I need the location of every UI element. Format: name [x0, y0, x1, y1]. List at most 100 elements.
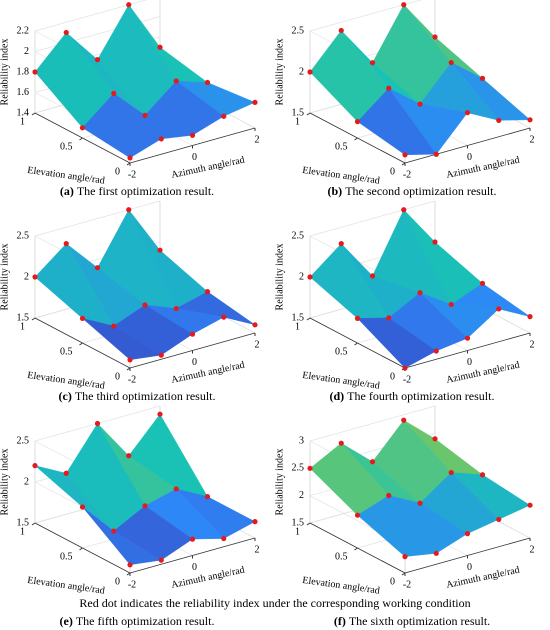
x-axis-label: Azimuth angle/rad [445, 565, 520, 591]
data-dot [307, 465, 313, 471]
y-tick [79, 342, 83, 346]
z-tick-label: 1.5 [292, 107, 305, 118]
z-tick-label: 1.5 [17, 312, 30, 323]
axis-line [309, 112, 406, 164]
data-dot [527, 314, 533, 320]
data-dot [204, 79, 211, 86]
y-tick-label: 1 [20, 116, 25, 127]
data-dot [417, 101, 423, 107]
y-tick-label: 1 [295, 526, 300, 537]
x-tick-label: 2 [530, 134, 535, 145]
x-tick-label: -2 [128, 374, 136, 385]
y-tick-label: 1 [295, 321, 300, 332]
caption-label: (c) [59, 389, 72, 403]
z-axis-label: Reliability index [274, 244, 285, 311]
z-tick-label: 2 [24, 271, 29, 282]
y-tick-label: 1 [295, 116, 300, 127]
x-tick-label: -2 [403, 169, 411, 180]
data-dot [32, 274, 38, 280]
data-dot [173, 486, 179, 492]
data-dot [126, 453, 132, 459]
y-tick-label: 0 [390, 166, 395, 177]
data-dot [354, 119, 361, 125]
axis-line [34, 522, 131, 574]
data-dot [204, 289, 211, 295]
data-dot [432, 239, 438, 245]
axis-line [129, 537, 256, 574]
data-dot [158, 136, 164, 142]
data-dot [401, 207, 407, 213]
data-dot [127, 155, 133, 161]
data-dot [79, 315, 86, 321]
data-dot [464, 335, 471, 341]
data-dot [527, 502, 533, 508]
data-dot [479, 472, 486, 478]
data-dot [448, 59, 454, 66]
caption-label: (a) [60, 184, 74, 198]
x-tick-label: 0 [467, 562, 472, 573]
z-tick-label: 1.4 [17, 107, 30, 118]
caption: (b) The second optimization result. [328, 184, 497, 198]
data-dot [402, 152, 408, 158]
data-dot [189, 331, 196, 337]
x-tick-label: 2 [255, 544, 260, 555]
x-tick-label: 2 [255, 339, 260, 350]
data-dot [496, 516, 502, 523]
y-tick-label: 0 [115, 576, 120, 587]
data-dot [142, 302, 148, 308]
data-dot [464, 531, 471, 537]
y-tick [306, 112, 311, 116]
y-tick [126, 572, 131, 576]
data-dot [94, 57, 101, 63]
data-dot [63, 470, 69, 476]
y-tick-label: 0 [115, 371, 120, 382]
panel: 1.5 2 2.5 -2 0 2 0 0.5 1 Reliability index Azimuth… [274, 200, 535, 392]
axis-line [129, 332, 256, 369]
data-dot [158, 557, 164, 563]
y-tick-label: 0 [390, 371, 395, 382]
footnote: Red dot indicates the reliability index … [79, 596, 470, 610]
y-tick [79, 137, 83, 141]
z-tick-label: 2.5 [292, 25, 305, 36]
x-tick-label: 0 [467, 152, 472, 163]
axis-line [404, 332, 531, 369]
data-dot [527, 117, 533, 123]
z-axis-label: Reliability index [274, 39, 285, 106]
data-dot [432, 436, 438, 442]
x-axis-label: Azimuth angle/rad [170, 360, 245, 386]
panel: 1.4 1.6 1.8 2 2.2 -2 0 2 0 0.5 1 Reliability index A… [0, 0, 260, 187]
z-tick-label: 2.5 [17, 435, 30, 446]
y-tick [306, 317, 311, 321]
axis-line [404, 537, 531, 574]
axis-line [34, 112, 131, 164]
data-dot [221, 314, 227, 320]
data-dot [338, 440, 344, 446]
data-dot [94, 265, 101, 271]
y-tick-label: 0.5 [60, 346, 73, 357]
y-tick [31, 522, 36, 526]
data-dot [252, 99, 258, 105]
z-tick-label: 2 [299, 66, 304, 77]
data-dot [402, 365, 408, 371]
data-dot [173, 305, 179, 312]
data-dot [402, 554, 408, 560]
z-tick-label: 1.5 [292, 312, 305, 323]
caption-text: The fourth optimization result. [347, 389, 494, 403]
data-dot [354, 315, 361, 321]
data-dot [433, 151, 439, 157]
y-tick-label: 0.5 [335, 346, 348, 357]
z-tick-label: 2.5 [17, 230, 30, 241]
z-tick-label: 2 [24, 476, 29, 487]
data-dot [127, 562, 133, 568]
z-tick-label: 2 [299, 271, 304, 282]
data-dot [401, 417, 407, 423]
x-tick-label: -2 [128, 169, 136, 180]
data-dot [127, 357, 133, 363]
data-dot [479, 75, 486, 81]
data-dot [173, 78, 179, 84]
caption-text: The first optimization result. [77, 184, 214, 198]
data-dot [142, 112, 148, 118]
panel: 1.5 2 2.5 -2 0 2 0 0.5 1 Reliability index Azimuth… [0, 200, 260, 392]
grid-line [34, 0, 148, 32]
data-dot [479, 280, 486, 286]
